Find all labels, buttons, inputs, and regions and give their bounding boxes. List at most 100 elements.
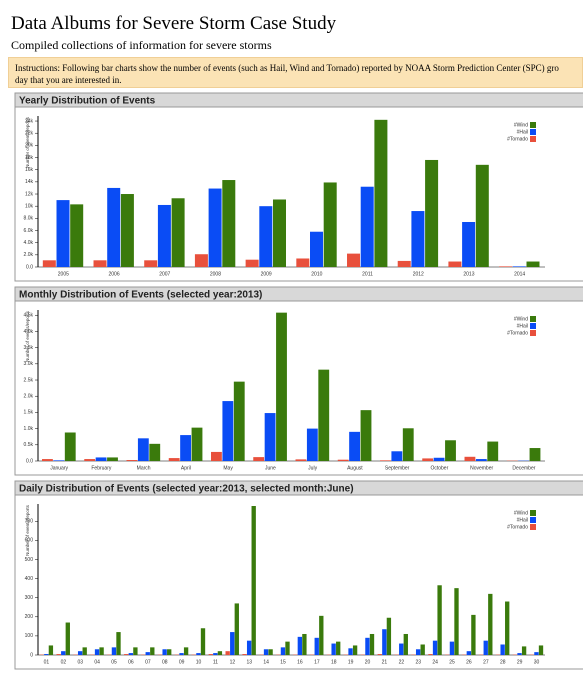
legend-swatch — [530, 330, 536, 336]
bar — [369, 633, 375, 655]
bar — [349, 431, 361, 461]
x-tick-label: 06 — [128, 659, 134, 665]
bar — [44, 654, 49, 655]
bar — [462, 221, 476, 267]
bar — [157, 204, 171, 267]
x-tick-label: 07 — [145, 659, 151, 665]
x-tick-label: 2013 — [463, 271, 474, 277]
x-tick-label: May — [223, 465, 233, 471]
x-tick-label: 28 — [500, 659, 506, 665]
legend-label: #Hail — [517, 323, 528, 329]
bar — [377, 654, 382, 655]
bar — [437, 585, 442, 655]
y-tick-label: 700 — [25, 519, 34, 525]
bar — [211, 451, 222, 461]
bar — [167, 649, 172, 655]
bar — [53, 460, 65, 461]
bar — [521, 646, 527, 655]
bar — [42, 260, 56, 267]
y-tick-label: 200 — [25, 614, 34, 620]
legend-label: #Hail — [517, 517, 528, 523]
bar — [420, 644, 425, 655]
y-tick-label: 600 — [25, 538, 34, 544]
bar — [448, 261, 462, 267]
bar — [194, 254, 208, 267]
y-tick-label: 100 — [25, 633, 34, 639]
y-axis-label: Number of events/reports — [25, 116, 30, 168]
x-tick-label: 11 — [213, 659, 218, 665]
x-tick-label: 10 — [196, 659, 202, 665]
x-tick-label: 03 — [77, 659, 83, 665]
bar — [382, 629, 387, 655]
bar — [464, 456, 476, 461]
y-tick-label: 500 — [25, 557, 34, 563]
bar — [534, 652, 539, 655]
x-tick-label: 22 — [399, 659, 405, 665]
bar — [126, 460, 138, 461]
bar — [234, 603, 239, 655]
bar — [128, 653, 134, 655]
bar — [487, 441, 499, 461]
bar — [70, 204, 84, 267]
bar — [222, 401, 234, 461]
legend-label: #Tornado — [507, 330, 528, 336]
bar — [386, 617, 392, 655]
bar — [425, 159, 439, 267]
x-tick-label: 2011 — [362, 271, 373, 277]
y-tick-label: 0 — [30, 652, 33, 658]
y-tick-label: 6.0k — [24, 228, 34, 234]
x-tick-label: 15 — [280, 659, 286, 665]
bar — [314, 637, 319, 655]
bar — [512, 266, 526, 267]
instructions-line: day that you are interested in. — [15, 75, 122, 85]
legend-label: #Wind — [514, 510, 528, 516]
x-tick-label: January — [50, 465, 68, 471]
bar — [272, 199, 286, 267]
page-subtitle: Compiled collections of information for … — [11, 38, 272, 52]
y-tick-label: 1.0k — [24, 426, 34, 432]
bar — [347, 253, 361, 267]
bar — [61, 651, 66, 655]
bar — [107, 187, 121, 267]
bar — [213, 653, 218, 655]
x-tick-label: 01 — [44, 659, 50, 665]
bar — [529, 448, 541, 461]
bar — [149, 443, 161, 461]
x-tick-label: 02 — [61, 659, 67, 665]
bar — [475, 459, 487, 461]
x-tick-label: 2009 — [261, 271, 272, 277]
bar — [428, 654, 433, 655]
x-tick-label: 25 — [449, 659, 455, 665]
y-tick-label: 18k — [25, 155, 34, 161]
legend-swatch — [530, 316, 536, 322]
bar — [111, 647, 117, 655]
y-tick-label: 2.0k — [24, 252, 34, 258]
bar — [466, 651, 472, 655]
x-tick-label: 23 — [415, 659, 421, 665]
bar — [64, 432, 76, 461]
bar — [268, 649, 273, 655]
bar — [56, 200, 70, 267]
bar — [133, 647, 138, 655]
y-axis-label: Number of events/reports — [25, 310, 30, 362]
y-tick-label: 2.0k — [24, 394, 34, 400]
x-tick-label: 24 — [432, 659, 438, 665]
y-tick-label: 16k — [25, 167, 34, 173]
bar — [526, 261, 540, 267]
bar — [179, 653, 184, 655]
x-tick-label: 19 — [348, 659, 354, 665]
bar — [391, 451, 403, 461]
bar — [116, 632, 121, 655]
bar — [225, 651, 230, 655]
x-tick-label: 2006 — [108, 271, 119, 277]
bar — [360, 186, 374, 267]
x-tick-label: 27 — [483, 659, 489, 665]
bar — [171, 198, 185, 267]
bar — [99, 647, 104, 655]
bar — [306, 428, 318, 461]
bar — [280, 647, 286, 655]
bar — [415, 649, 421, 655]
bar — [144, 260, 158, 267]
x-tick-label: 09 — [179, 659, 185, 665]
